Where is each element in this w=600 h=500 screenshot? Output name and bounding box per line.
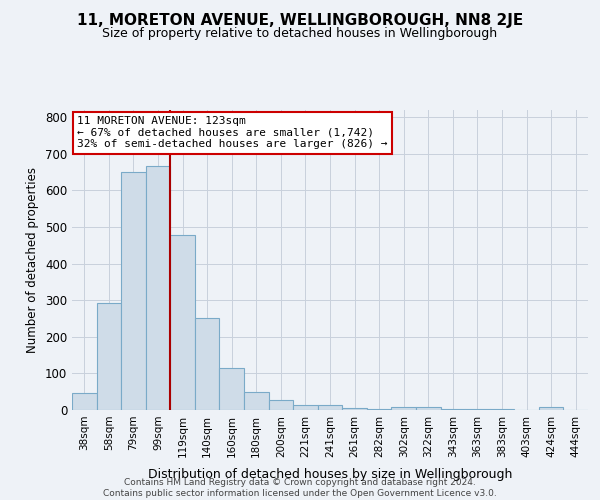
- Bar: [220, 368, 244, 410]
- Bar: [465, 408, 490, 410]
- X-axis label: Distribution of detached houses by size in Wellingborough: Distribution of detached houses by size …: [148, 468, 512, 481]
- Bar: [440, 408, 465, 410]
- Bar: [97, 303, 121, 410]
- Text: 11, MORETON AVENUE, WELLINGBOROUGH, NN8 2JE: 11, MORETON AVENUE, WELLINGBOROUGH, NN8 …: [77, 12, 523, 28]
- Y-axis label: Number of detached properties: Number of detached properties: [26, 167, 40, 353]
- Bar: [293, 404, 318, 410]
- Bar: [490, 409, 514, 410]
- Bar: [539, 407, 563, 410]
- Bar: [342, 408, 367, 410]
- Bar: [195, 318, 220, 410]
- Bar: [416, 406, 440, 410]
- Text: Size of property relative to detached houses in Wellingborough: Size of property relative to detached ho…: [103, 28, 497, 40]
- Bar: [269, 400, 293, 410]
- Bar: [244, 392, 269, 410]
- Bar: [367, 408, 391, 410]
- Bar: [72, 393, 97, 410]
- Text: Contains HM Land Registry data © Crown copyright and database right 2024.
Contai: Contains HM Land Registry data © Crown c…: [103, 478, 497, 498]
- Bar: [146, 166, 170, 410]
- Bar: [318, 405, 342, 410]
- Bar: [170, 235, 195, 410]
- Bar: [121, 172, 146, 410]
- Text: 11 MORETON AVENUE: 123sqm
← 67% of detached houses are smaller (1,742)
32% of se: 11 MORETON AVENUE: 123sqm ← 67% of detac…: [77, 116, 388, 149]
- Bar: [391, 406, 416, 410]
